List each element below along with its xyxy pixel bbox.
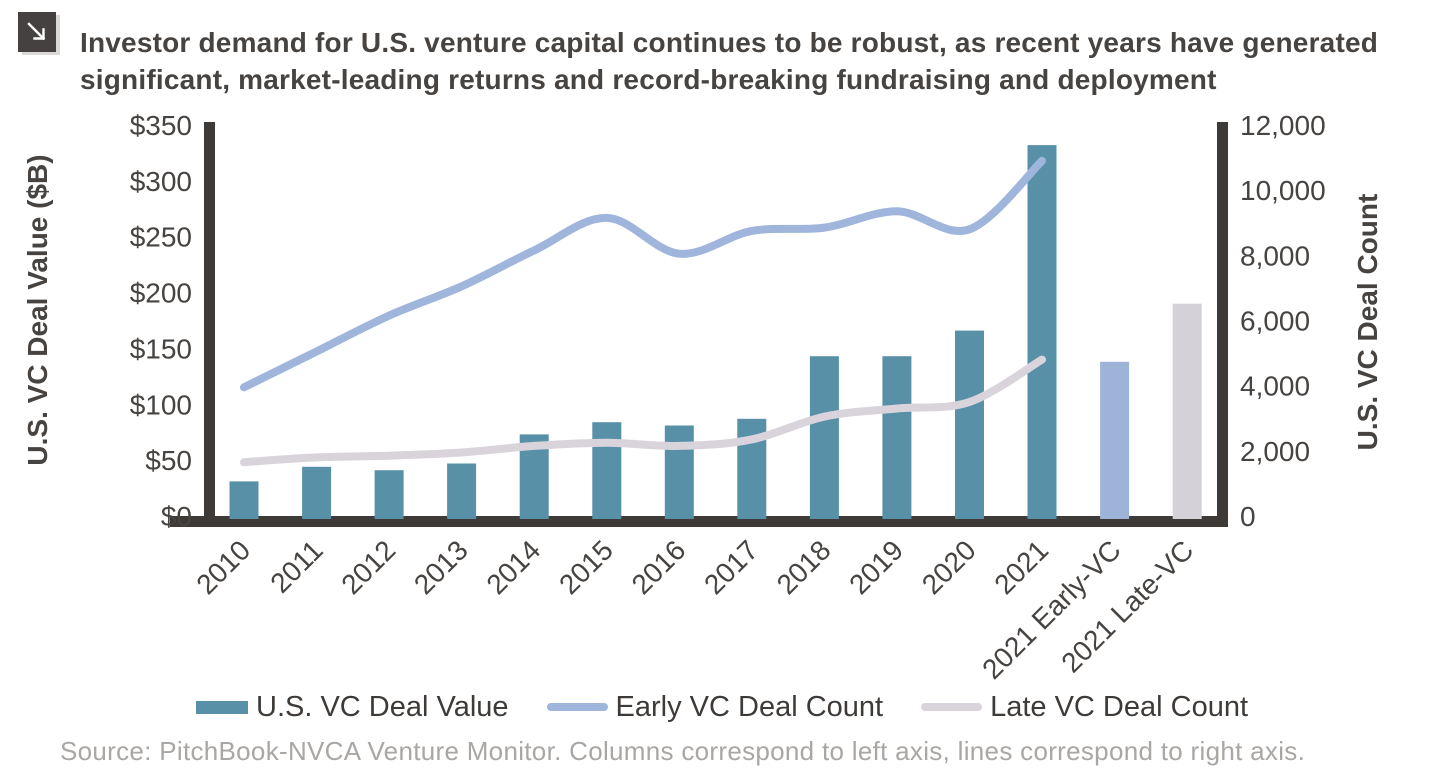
source-note: Source: PitchBook-NVCA Venture Monitor. … (60, 736, 1306, 766)
page-title: Investor demand for U.S. venture capital… (80, 24, 1425, 98)
right-axis-title: U.S. VC Deal Count (1352, 194, 1383, 451)
x-axis-label-2013: 2013 (408, 534, 474, 600)
page-title-line-2: significant, market-leading returns and … (80, 64, 1217, 95)
x-axis-label-2021 Late-VC: 2021 Late-VC (1055, 534, 1199, 678)
bar-2015 (592, 422, 622, 519)
bar-2013 (447, 463, 477, 519)
right-axis-tick-label: 4,000 (1240, 371, 1310, 402)
bar-2021 Late-VC (1172, 303, 1202, 519)
legend-label-late-vc: Late VC Deal Count (990, 690, 1249, 723)
late-vc-deal-count-line (240, 355, 1046, 467)
right-axis-bar (1217, 122, 1228, 527)
bar-2018 (809, 356, 839, 519)
bar-2010 (229, 481, 259, 519)
bar-2016 (664, 425, 694, 519)
late-vc-swatch (921, 703, 983, 711)
deal-value-swatch (196, 700, 248, 714)
x-axis-label-2015: 2015 (553, 534, 619, 600)
x-axis-baseline (170, 516, 1228, 527)
right-axis-tick-label: 0 (1240, 501, 1256, 532)
page-title-line-1: Investor demand for U.S. venture capital… (80, 27, 1379, 58)
right-axis-tick-label: 12,000 (1240, 110, 1326, 141)
x-axis-label-2010: 2010 (190, 534, 256, 600)
legend-item-early-vc: Early VC Deal Count (546, 690, 884, 724)
x-axis-label-2014: 2014 (480, 534, 546, 600)
left-axis-tick-label: $200 (130, 278, 192, 309)
legend-item-late-vc: Late VC Deal Count (921, 691, 1248, 724)
x-axis-label-2019: 2019 (843, 534, 909, 600)
bar-2020 (955, 330, 984, 519)
left-axis-tick-label: $350 (130, 110, 192, 141)
early-vc-swatch (546, 703, 608, 711)
right-axis-tick-label: 6,000 (1240, 306, 1310, 337)
left-axis-tick-label: $150 (130, 333, 192, 364)
bar-2021 (1027, 145, 1057, 519)
bar-2021 Early-VC (1100, 361, 1130, 519)
arrow-down-right-icon (18, 12, 56, 52)
left-axis-title: U.S. VC Deal Value ($B) (22, 154, 53, 465)
right-axis-tick-label: 10,000 (1240, 175, 1326, 206)
left-axis-tick-label: $250 (130, 222, 192, 253)
left-axis-bar (204, 122, 215, 527)
bar-2019 (882, 356, 912, 519)
early-vc-deal-count-line (240, 156, 1046, 392)
left-axis-tick-label: $0 (161, 501, 192, 532)
legend-label-early-vc: Early VC Deal Count (615, 690, 884, 723)
arrow-down-right-glyph (27, 22, 46, 41)
x-axis-label-2021: 2021 (988, 534, 1054, 600)
left-axis-tick-label: $100 (130, 389, 192, 420)
x-axis-label-2011: 2011 (264, 534, 329, 599)
x-axis-label-2016: 2016 (626, 534, 692, 600)
legend-label-deal-value: U.S. VC Deal Value (256, 690, 509, 723)
left-axis-tick-label: $50 (145, 445, 192, 476)
bar-2011 (302, 466, 332, 519)
legend-item-deal-value: U.S. VC Deal Value (196, 691, 509, 724)
left-axis-tick-label: $300 (130, 166, 192, 197)
x-axis-label-2017: 2017 (698, 534, 764, 600)
right-axis-tick-label: 2,000 (1240, 436, 1310, 467)
bar-2012 (374, 470, 404, 519)
x-axis-label-2020: 2020 (916, 534, 982, 600)
chart-legend: U.S. VC Deal Value Early VC Deal Count L… (196, 688, 1248, 726)
x-axis-label-2018: 2018 (771, 534, 837, 600)
right-axis-tick-label: 8,000 (1240, 240, 1310, 271)
x-axis-label-2012: 2012 (335, 534, 401, 600)
